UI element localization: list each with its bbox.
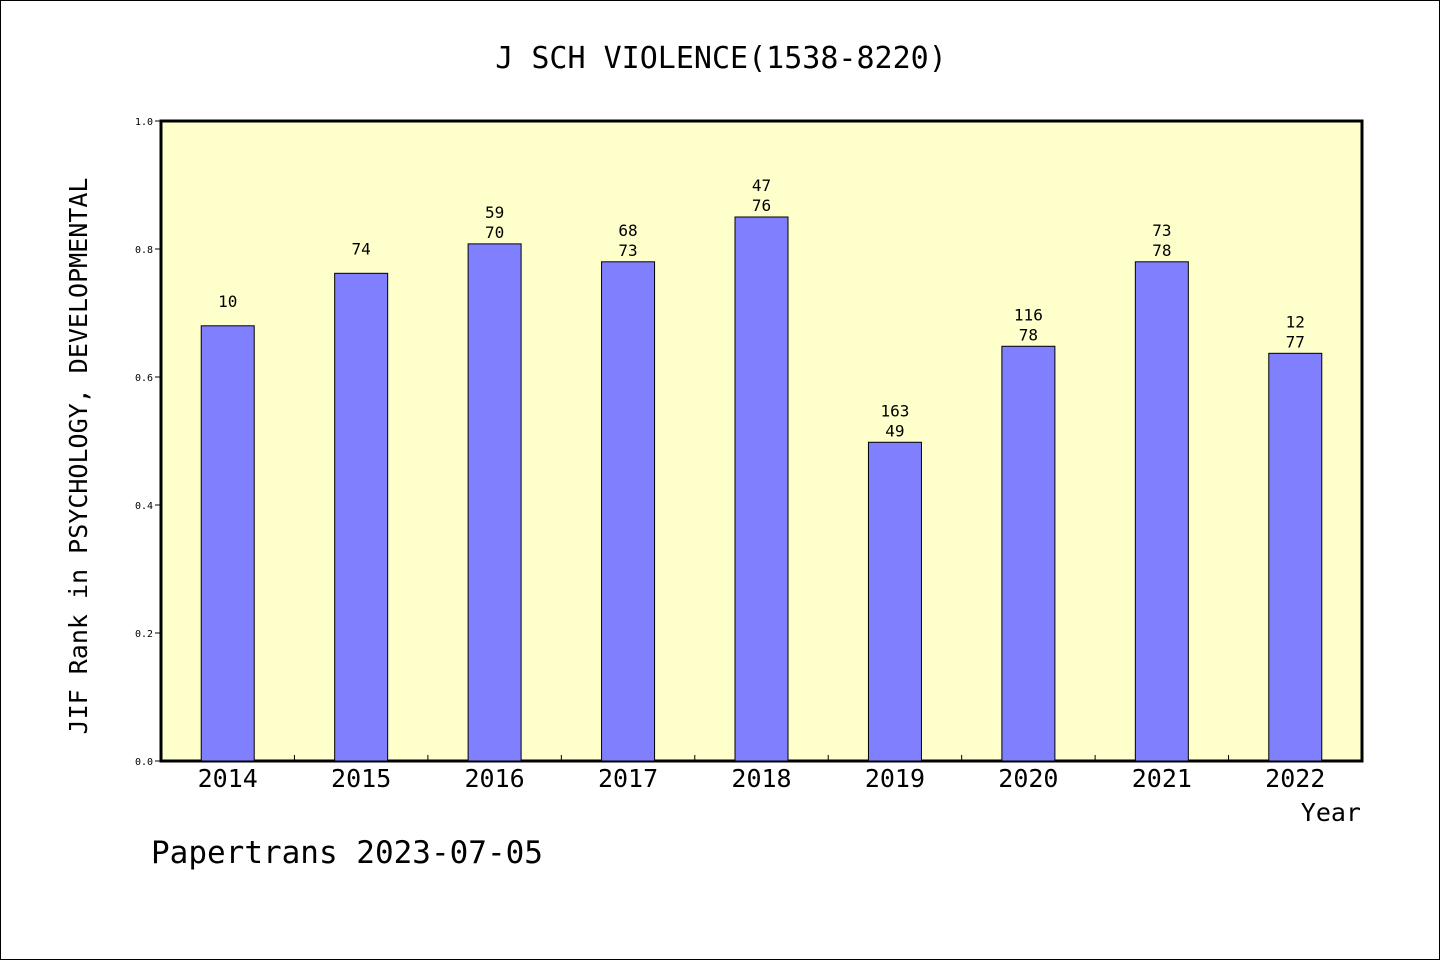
bar-2021: [1134, 261, 1189, 762]
chart-title: J SCH VIOLENCE(1538-8220): [495, 41, 947, 76]
bar-2020: [1001, 345, 1056, 762]
y-tick-label: 0.6: [135, 373, 153, 384]
bar-label-top: 59: [485, 203, 504, 222]
x-tick-label: 2022: [1265, 764, 1325, 793]
bar-label-top: 12: [1286, 312, 1305, 331]
x-tick-label: 2016: [465, 764, 525, 793]
x-tick-label: 2017: [598, 764, 658, 793]
y-axis-label: JIF Rank in PSYCHOLOGY, DEVELOPMENTAL: [64, 178, 93, 735]
x-axis-dividers: [293, 755, 1230, 761]
bars: [200, 216, 1323, 762]
x-tick-label: 2021: [1132, 764, 1192, 793]
x-tick-label: 2018: [731, 764, 791, 793]
bar-2016: [467, 243, 522, 762]
y-tick-label: 0.0: [135, 757, 153, 768]
bar-label-bottom: 76: [752, 196, 771, 215]
bar-label-bottom: 49: [885, 421, 904, 440]
x-tick-label: 2019: [865, 764, 925, 793]
bar-2017: [601, 261, 656, 762]
bar-2019: [867, 441, 922, 762]
bar-2018: [734, 216, 789, 762]
bar-2022: [1268, 352, 1323, 762]
y-tick-label: 0.2: [135, 629, 153, 640]
bar-label-bottom: 78: [1152, 241, 1171, 260]
bar-label-top: 73: [1152, 221, 1171, 240]
bar-label-bottom: 73: [618, 241, 637, 260]
footer-text: Papertrans 2023-07-05: [151, 835, 543, 871]
bar-2014: [200, 325, 255, 762]
bar-label-top: 116: [1014, 305, 1043, 324]
bar-label-top: 163: [880, 401, 909, 420]
x-tick-label: 2015: [331, 764, 391, 793]
y-tick-label: 0.4: [135, 501, 153, 512]
bar-label-top: 68: [618, 221, 637, 240]
x-tick-label: 2020: [998, 764, 1058, 793]
bar-label-top: 74: [352, 239, 371, 258]
bar-2015: [334, 272, 389, 762]
bar-label-top: 10: [218, 292, 237, 311]
x-axis-label: Year: [1301, 798, 1361, 827]
y-tick-label: 1.0: [135, 117, 153, 128]
y-axis-ticks: 0.0 0.2 0.4 0.6 0.8 1.0: [135, 117, 161, 768]
bar-label-bottom: 78: [1019, 325, 1038, 344]
x-tick-label: 2014: [198, 764, 258, 793]
bar-label-top: 47: [752, 176, 771, 195]
y-tick-label: 0.8: [135, 245, 153, 256]
x-axis-tick-labels: 2014 2015 2016 2017 2018 2019 2020 2021 2022: [198, 764, 1326, 793]
bar-label-bottom: 70: [485, 223, 504, 242]
bar-label-bottom: 77: [1286, 332, 1305, 351]
